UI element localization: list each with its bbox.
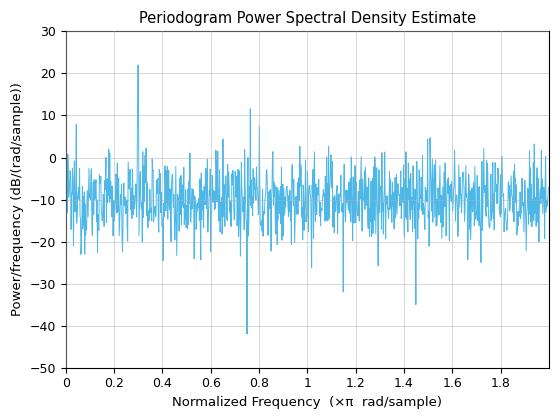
Title: Periodogram Power Spectral Density Estimate: Periodogram Power Spectral Density Estim…	[139, 11, 476, 26]
X-axis label: Normalized Frequency  (×π  rad/sample): Normalized Frequency (×π rad/sample)	[172, 396, 442, 409]
Y-axis label: Power/frequency (dB/(rad/sample)): Power/frequency (dB/(rad/sample))	[11, 83, 24, 316]
